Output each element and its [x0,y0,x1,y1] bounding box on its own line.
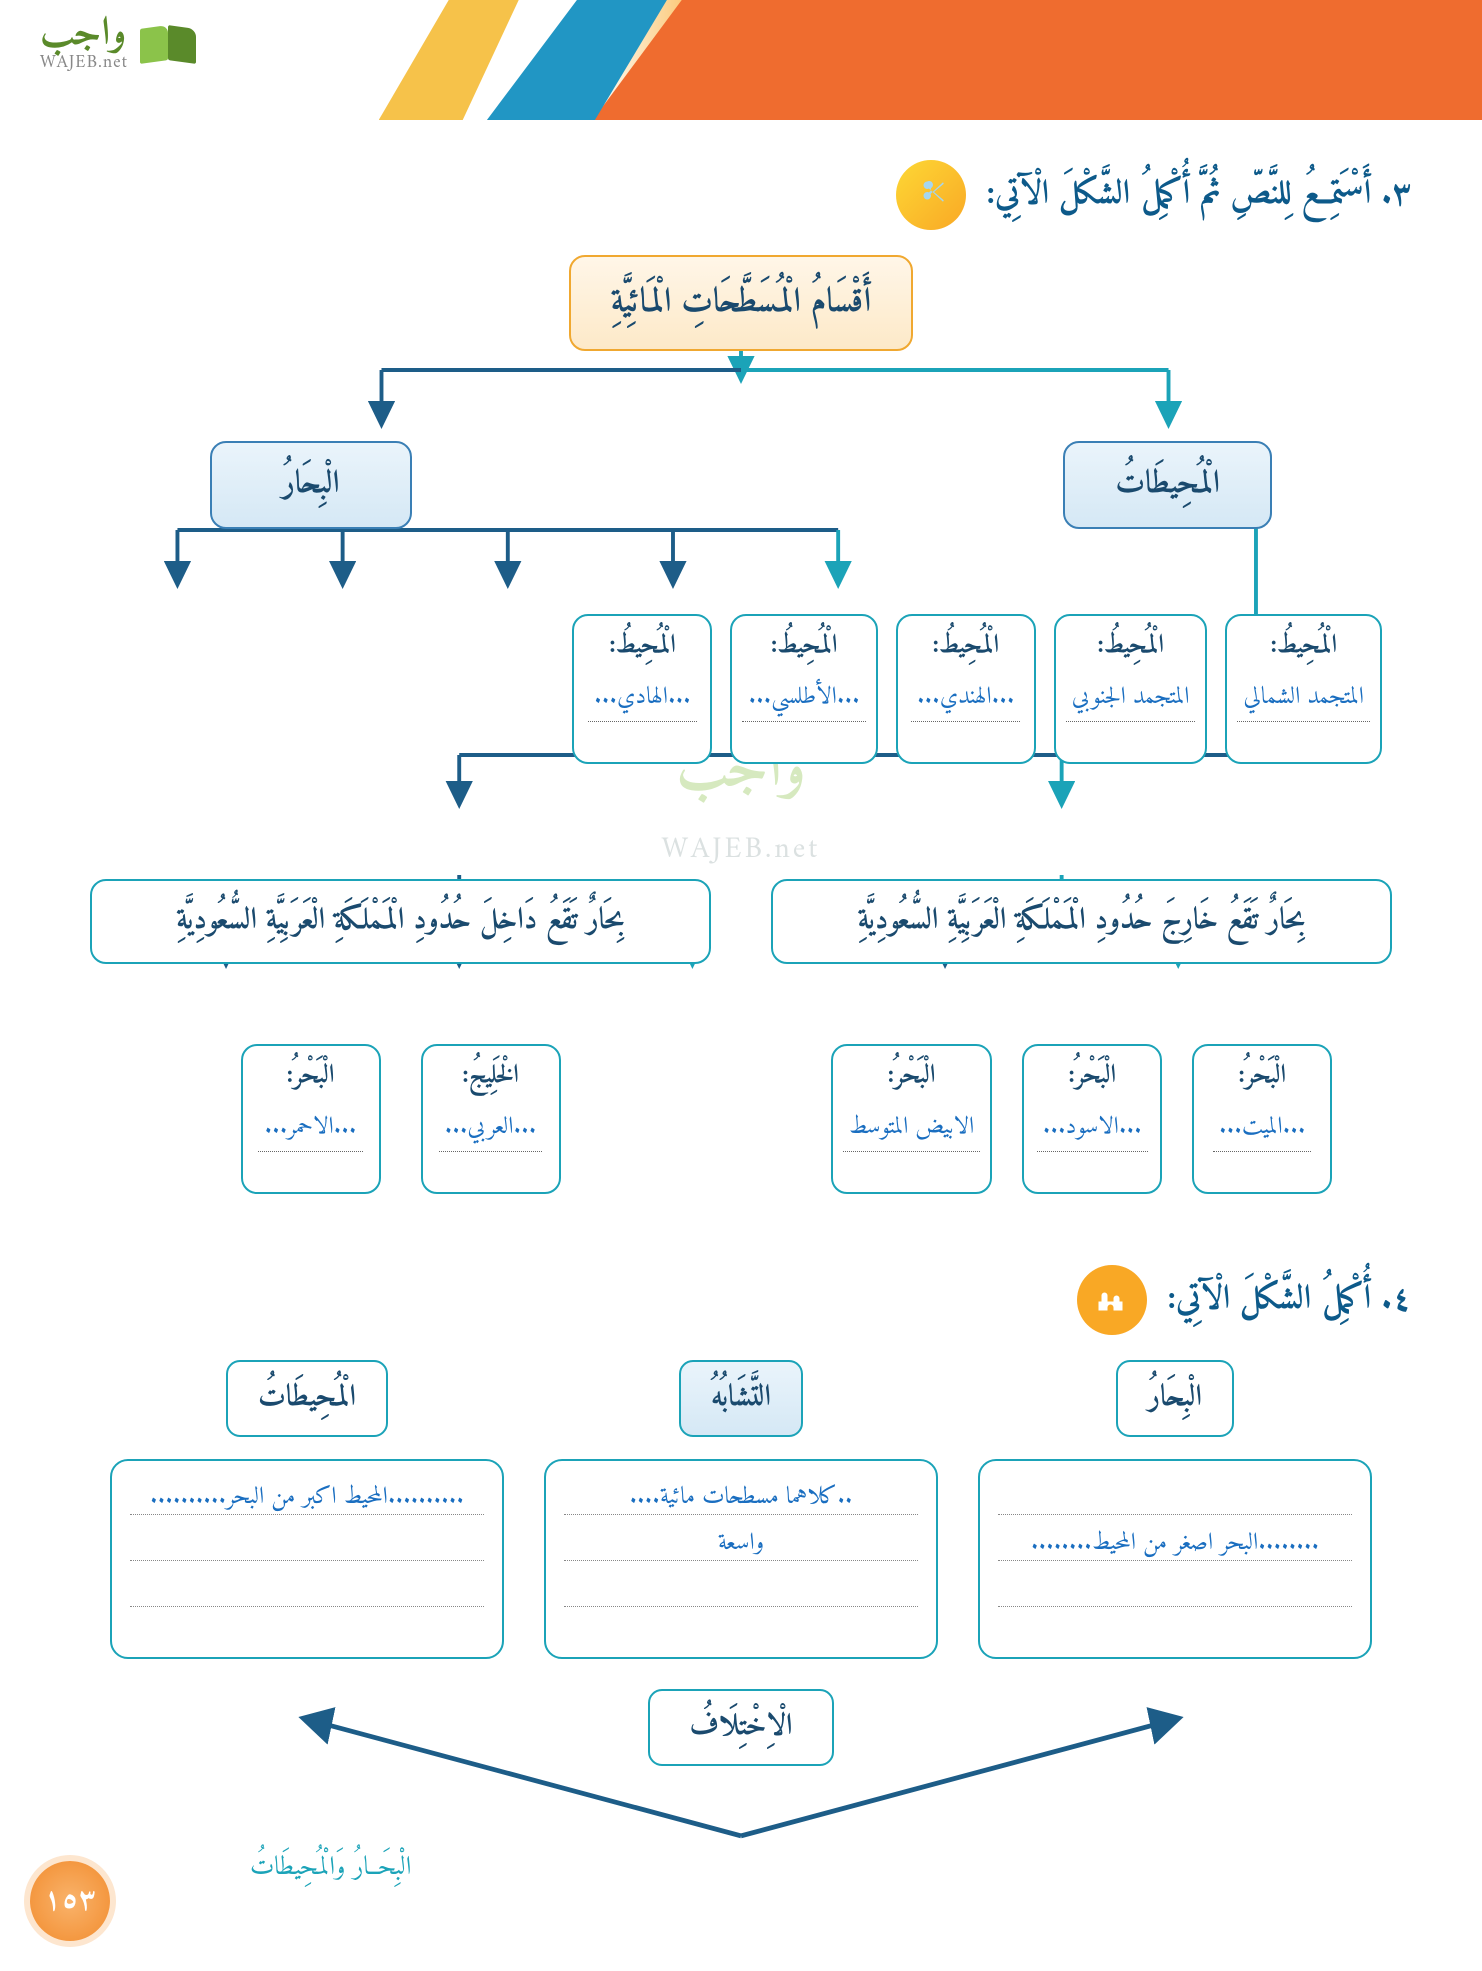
seas-box: ........البحر اصغر من المحيط........ [978,1459,1372,1659]
ocean-answer: ...الهادي... [588,677,697,722]
question-4-title: ٤. أُكْمِلُ الشَّكْلَ الْآتِي: [1167,1270,1412,1330]
sea-label: الْبَحْرُ: [1204,1054,1320,1099]
answer-line: ........البحر اصغر من المحيط........ [998,1529,1352,1561]
tree-diagram: أَقْسَامُ الْمُسَطَّحَاتِ الْمَائِيَّةِ … [90,255,1392,1215]
root-node: أَقْسَامُ الْمُسَطَّحَاتِ الْمَائِيَّةِ [569,255,914,351]
answer-line: ..........المحيط اكبر من البحر.......... [130,1483,484,1515]
page-footer: الْبِحَــارُ وَالْمُحِيطَاتُ [70,1846,1412,1911]
question-3-title: ٣. أَسْتَمِعُ لِلنَّصِّ ثُمَّ أُكْمِلُ ا… [986,165,1412,225]
col-head-seas: الْبِحَارُ [1116,1360,1234,1437]
answer-line: ..كلاهما مسطحات مائية.... [564,1483,918,1515]
sea-label: الْخَلِيجُ: [433,1054,549,1099]
sea-answer: ...الاحمر... [258,1107,362,1152]
ocean-answer: ...الهندي... [911,677,1021,722]
sea-answer: الابيض المتوسط [843,1107,980,1152]
ocean-answer: ...الأطلسي... [742,677,865,722]
sea-item: الْبَحْرُ: الابيض المتوسط [831,1044,992,1194]
ocean-item: الْمُحِيطُ: ...الأطلسي... [730,614,877,764]
site-logo: واجب WAJEB.net [40,15,198,73]
lesson-title: الْبِحَــارُ وَالْمُحِيطَاتُ [250,1846,411,1911]
answer-line [130,1575,484,1607]
oceans-node: الْمُحِيطَاتُ [1063,441,1272,529]
oceans-box: ..........المحيط اكبر من البحر.......... [110,1459,504,1659]
sea-item: الْبَحْرُ: ...الميت... [1192,1044,1332,1194]
ocean-label: الْمُحِيطُ: [1237,624,1370,669]
compare-diagram: الْبِحَارُ ........البحر اصغر من المحيط.… [70,1360,1412,1766]
answer-line [130,1529,484,1561]
sea-item: الْبَحْرُ: ...الاحمر... [241,1044,381,1194]
top-banner: واجب WAJEB.net [0,0,1482,120]
ocean-label: الْمُحِيطُ: [584,624,700,669]
col-head-similar: التَّشَابُهُ [679,1360,803,1437]
answer-line: واسعة [564,1529,918,1561]
ocean-item: الْمُحِيطُ: المتجمد الشمالي [1225,614,1382,764]
sea-label: الْبَحْرُ: [253,1054,369,1099]
book-icon [138,22,198,67]
puzzle-icon [1077,1265,1147,1335]
ocean-label: الْمُحِيطُ: [908,624,1024,669]
ocean-label: الْمُحِيطُ: [742,624,865,669]
page-number-badge: ١٥٣ [30,1861,110,1941]
sea-label: الْبَحْرُ: [1034,1054,1150,1099]
sea-answer: ...الاسود... [1037,1107,1148,1152]
seas-node: الْبِحَارُ [210,441,412,529]
sea-item: الْبَحْرُ: ...الاسود... [1022,1044,1162,1194]
sea-label: الْبَحْرُ: [843,1054,980,1099]
sea-answer: ...الميت... [1213,1107,1311,1152]
sea-answer: ...العربي... [439,1107,543,1152]
sea-item: الْخَلِيجُ: ...العربي... [421,1044,561,1194]
outside-ksa-node: بِحَارٌ تَقَعُ خَارِجَ حُدُودِ الْمَمْلَ… [771,879,1392,964]
ocean-item: الْمُحِيطُ: المتجمد الجنوبي [1054,614,1208,764]
ocean-answer: المتجمد الجنوبي [1066,677,1196,722]
ocean-label: الْمُحِيطُ: [1066,624,1196,669]
ocean-item: الْمُحِيطُ: ...الهندي... [896,614,1036,764]
scissors-icon [896,160,966,230]
difference-node: الْاِخْتِلَافُ [648,1689,835,1766]
answer-line [564,1575,918,1607]
similar-box: ..كلاهما مسطحات مائية.... واسعة [544,1459,938,1659]
ocean-item: الْمُحِيطُ: ...الهادي... [572,614,712,764]
col-head-oceans: الْمُحِيطَاتُ [226,1360,388,1437]
inside-ksa-node: بِحَارٌ تَقَعُ دَاخِلَ حُدُودِ الْمَمْلَ… [90,879,711,964]
question-3-header: ٣. أَسْتَمِعُ لِلنَّصِّ ثُمَّ أُكْمِلُ ا… [70,160,1412,230]
ocean-answer: المتجمد الشمالي [1237,677,1370,722]
answer-line [998,1575,1352,1607]
answer-line [998,1483,1352,1515]
question-4-header: ٤. أُكْمِلُ الشَّكْلَ الْآتِي: [70,1265,1412,1335]
logo-text-en: WAJEB.net [40,55,128,73]
